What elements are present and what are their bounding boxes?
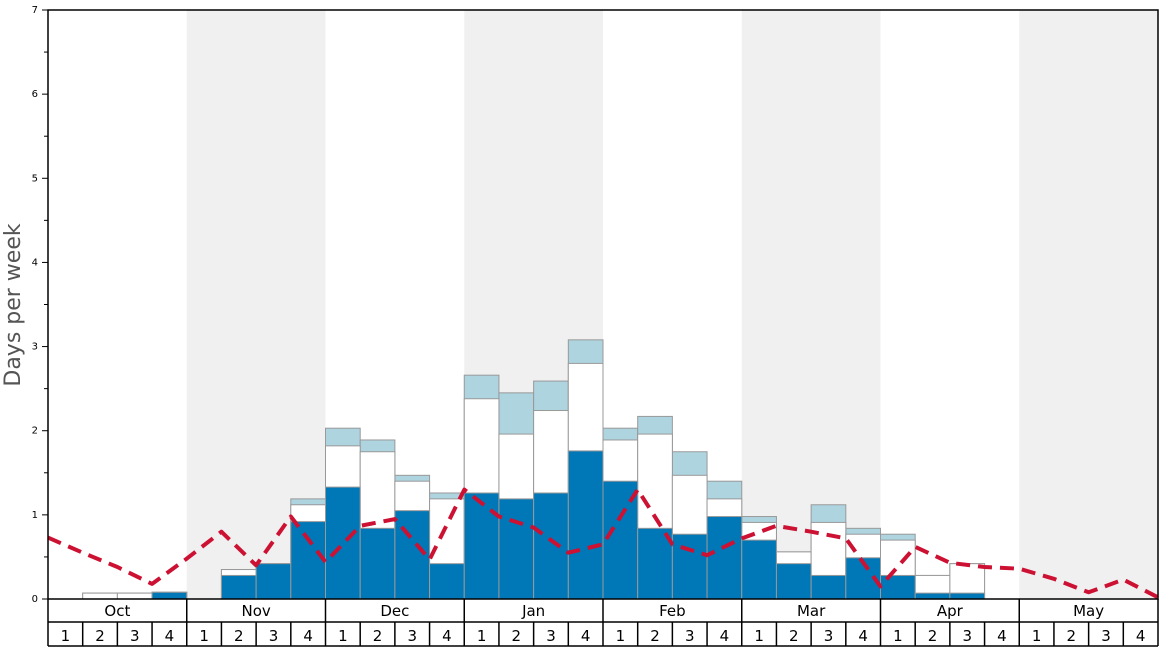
bar-base [880, 574, 916, 600]
bar-base [290, 521, 326, 600]
week-label: 4 [442, 627, 452, 645]
y-axis: 0 1 2 3 4 5 6 7 [32, 5, 48, 605]
week-label: 1 [199, 627, 209, 645]
week-label: 2 [1067, 627, 1077, 645]
bar-base [741, 539, 777, 600]
y-tick-label: 5 [32, 173, 38, 184]
bar-base [949, 592, 986, 600]
week-label: 3 [407, 627, 417, 645]
bar-base [359, 527, 396, 600]
week-label: 3 [1101, 627, 1111, 645]
bar-base [463, 492, 500, 600]
month-shade-may [1019, 10, 1158, 599]
week-label: 1 [616, 627, 626, 645]
month-label-may: May [1073, 602, 1104, 620]
month-label-jan: Jan [521, 602, 545, 620]
week-label: 1 [1032, 627, 1042, 645]
y-axis-label: Days per week [1, 223, 26, 386]
week-label: 2 [373, 627, 383, 645]
y-tick-label: 2 [32, 426, 38, 437]
bar-middle [116, 592, 153, 600]
y-tick-label: 4 [32, 257, 38, 268]
week-label: 3 [269, 627, 279, 645]
week-label: 4 [165, 627, 175, 645]
bar-base [775, 563, 812, 600]
y-tick-label: 6 [32, 89, 38, 100]
bar-base [810, 574, 847, 600]
week-label: 3 [824, 627, 834, 645]
month-label-mar: Mar [797, 602, 826, 620]
bar-base [429, 563, 465, 600]
week-label: 3 [685, 627, 695, 645]
x-axis: Oct 1 2 3 4 Nov 1 2 3 4 Dec 1 2 3 4 Jan 1 2 3 4 Feb 1 2 3 4 Mar 1 2… [47, 599, 1159, 647]
bar-middle [82, 592, 118, 600]
week-label: 3 [962, 627, 972, 645]
y-tick-label: 0 [32, 594, 38, 605]
week-label: 1 [61, 627, 71, 645]
week-label: 4 [720, 627, 730, 645]
bar-base [914, 592, 951, 600]
bar-base [498, 498, 535, 600]
week-label: 2 [650, 627, 660, 645]
week-label: 4 [303, 627, 313, 645]
bar-base [325, 486, 361, 600]
week-label: 4 [1136, 627, 1146, 645]
bar-base [151, 591, 188, 600]
month-shade-mar [741, 10, 881, 599]
bar-base [255, 563, 292, 600]
month-label-apr: Apr [937, 602, 964, 620]
week-label: 2 [928, 627, 938, 645]
week-label: 2 [234, 627, 244, 645]
week-label: 2 [512, 627, 522, 645]
week-label: 1 [338, 627, 348, 645]
bars [82, 339, 986, 600]
bar-base [671, 533, 708, 600]
month-label-nov: Nov [241, 602, 270, 620]
week-label: 1 [754, 627, 764, 645]
week-label: 4 [581, 627, 591, 645]
bar-base [567, 450, 604, 600]
y-tick-label: 3 [32, 342, 38, 353]
week-label: 2 [95, 627, 105, 645]
month-shading [186, 10, 1158, 599]
y-tick-label: 1 [32, 510, 38, 521]
month-label-oct: Oct [104, 602, 130, 620]
y-tick-label: 7 [32, 5, 38, 16]
week-label: 4 [858, 627, 868, 645]
week-label: 1 [477, 627, 487, 645]
bar-base [220, 574, 257, 600]
week-label: 1 [893, 627, 903, 645]
bar-base [706, 516, 743, 600]
month-label-dec: Dec [380, 602, 409, 620]
plot-frame [47, 9, 1159, 600]
week-label: 3 [546, 627, 556, 645]
bar-base [533, 492, 569, 600]
week-label: 2 [789, 627, 799, 645]
month-label-feb: Feb [659, 602, 686, 620]
week-label: 4 [997, 627, 1007, 645]
week-label: 3 [130, 627, 140, 645]
